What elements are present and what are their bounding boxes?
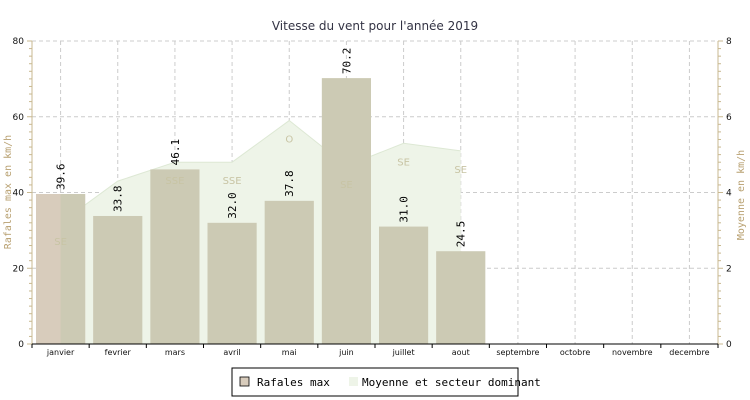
y-tick-label-right: 4 [726,189,732,199]
direction-label: SE [454,165,467,176]
bar [436,251,486,344]
bar-value-label: 33.8 [112,185,125,212]
legend-label-bar: Rafales max [257,376,330,389]
area-outline [60,119,461,224]
y-axis-label-right: Moyenne en km/h [736,150,747,240]
x-tick-label: juin [338,348,354,357]
legend-label-area: Moyenne et secteur dominant [362,376,541,389]
bar-overlap [60,194,86,344]
bar-series [36,78,486,345]
x-tick-label: decembre [669,348,709,357]
direction-label: SSE [223,176,242,187]
x-tick-label: mai [282,348,297,357]
bar-value-labels: 39.6 33.8 46.1 32.0 37.8 70.2 31.0 24.5 [55,48,468,248]
direction-labels: SE SSE SSE O SE SE SE [54,135,467,248]
bar [150,169,200,344]
y-tick-label-left: 40 [13,189,25,199]
y-tick-label-right: 0 [726,340,732,350]
bar [264,200,314,344]
axes: 0 20 40 60 80 0 2 4 6 8 janvier fevrier mars avril mai… [13,37,732,357]
direction-label: SE [397,157,410,168]
x-tick-label: fevrier [105,348,132,357]
bar-value-label: 70.2 [340,48,353,75]
y-tick-label-left: 0 [18,340,24,350]
bar-value-label: 46.1 [169,139,182,166]
direction-label: O [285,135,293,146]
y-tick-label-right: 6 [726,113,732,123]
bar [379,226,429,344]
direction-label: SSE [165,176,184,187]
x-tick-label: mars [165,348,185,357]
x-tick-label: juillet [392,348,415,357]
legend-swatch-area [349,377,358,386]
direction-label: SE [54,237,67,248]
x-tick-label: aout [452,348,470,357]
x-tick-label: septembre [496,348,539,357]
y-tick-label-right: 2 [726,264,732,274]
legend: Rafales max Moyenne et secteur dominant [231,367,541,397]
bar-value-label: 39.6 [55,164,68,191]
bar-value-label: 37.8 [283,170,296,197]
legend-swatch-bar [239,376,250,387]
x-tick-label: octobre [560,348,591,357]
bar [93,215,143,344]
y-axis-label-left: Rafales max en km/h [3,135,14,249]
legend-box [231,367,519,397]
direction-label: SE [340,180,353,191]
y-tick-label-right: 8 [726,37,732,47]
bar-value-label: 32.0 [226,192,239,218]
x-tick-label: avril [223,348,240,357]
chart-title: Vitesse du vent pour l'année 2019 [272,19,478,33]
x-tick-label: janvier [46,348,75,357]
y-tick-label-left: 80 [13,37,25,47]
bar-value-label: 24.5 [455,221,468,248]
bar [321,78,371,345]
y-tick-label-left: 60 [13,113,25,123]
bar-value-label: 31.0 [398,196,411,223]
bar [207,222,257,344]
x-tick-label: novembre [612,348,653,357]
y-tick-label-left: 20 [13,264,25,274]
